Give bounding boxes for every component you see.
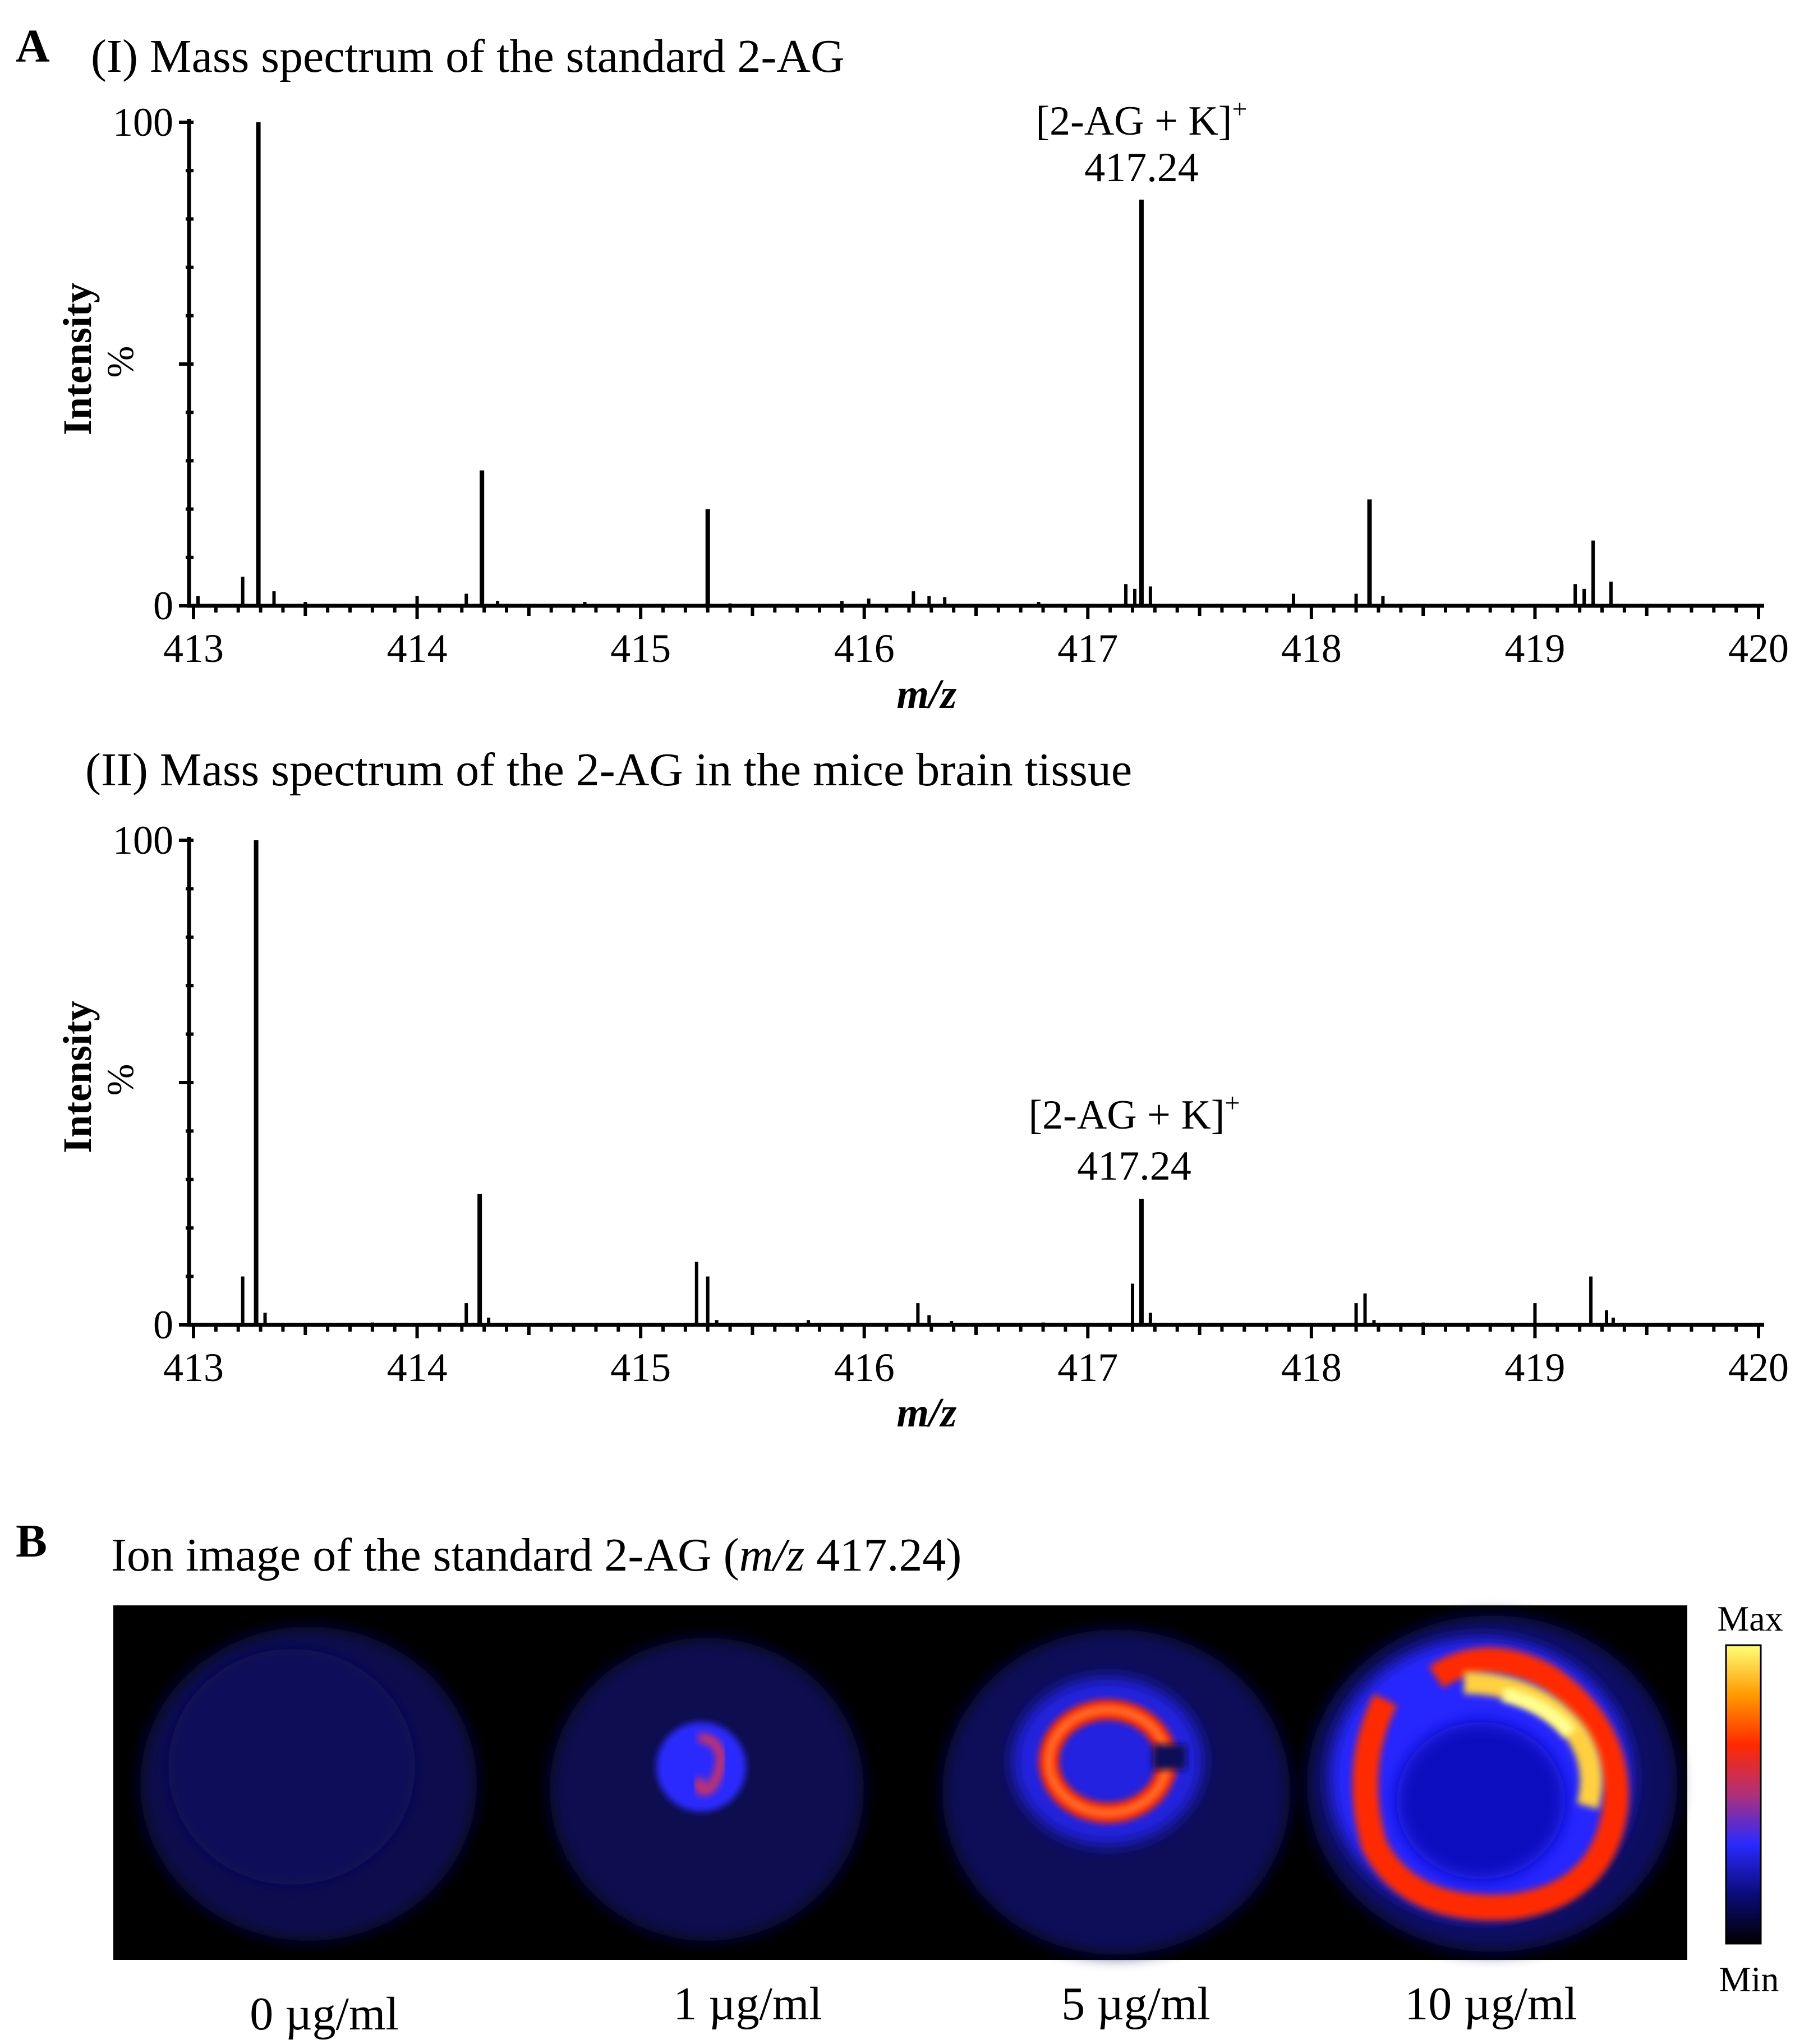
chart-2-xlabel: m/z xyxy=(897,1390,957,1436)
ion-image-5ug xyxy=(942,1629,1290,1955)
chart-2-annotation-value: 417.24 xyxy=(1077,1143,1191,1189)
x-tick-label: 413 xyxy=(163,1345,224,1390)
ion-image-sample-labels: 0 µg/ml 1 µg/ml 5 µg/ml 10 µg/ml xyxy=(250,1978,1577,2040)
chart-2-ylabel-unit: % xyxy=(99,1064,141,1096)
y-tick-label: 100 xyxy=(113,818,173,863)
colorbar-min-label: Min xyxy=(1719,1959,1779,1999)
sample-label-5: 5 µg/ml xyxy=(1061,1978,1210,2030)
sample-label-0: 0 µg/ml xyxy=(250,1988,398,2040)
x-tick-label: 413 xyxy=(163,626,224,671)
chart-1-annotation-label: [2-AG + K]+ xyxy=(1035,94,1247,144)
chart-1-ylabel: Intensity xyxy=(55,283,100,435)
chart-2-y-ticks: 0 100 xyxy=(113,818,194,1347)
x-tick-label: 417 xyxy=(1057,626,1118,671)
chart-1-xlabel: m/z xyxy=(897,671,957,717)
x-tick-label: 420 xyxy=(1728,1345,1789,1390)
ion-image-10ug xyxy=(1307,1615,1677,1952)
chart-2-annotation-label: [2-AG + K]+ xyxy=(1028,1088,1240,1138)
x-tick-label: 419 xyxy=(1504,626,1565,671)
chart-1-ylabel-unit: % xyxy=(99,346,141,378)
y-tick-label: 0 xyxy=(153,1302,173,1347)
y-tick-label: 100 xyxy=(113,100,173,145)
colorbar-scale xyxy=(1725,1644,1762,1945)
panel-label-a: A xyxy=(16,20,50,72)
x-tick-label: 416 xyxy=(834,1345,895,1390)
x-tick-label: 415 xyxy=(610,626,671,671)
x-tick-label: 417 xyxy=(1057,1345,1118,1390)
x-tick-label: 418 xyxy=(1281,626,1342,671)
chart-1-peaks xyxy=(196,122,1613,606)
y-tick-label: 0 xyxy=(153,583,173,628)
colorbar: Max Min xyxy=(1717,1599,1783,1999)
chart-2-x-ticks: 413 414 415 416 417 418 419 420 xyxy=(163,1325,1789,1390)
chart-1-annotation-value: 417.24 xyxy=(1084,145,1199,191)
x-tick-label: 415 xyxy=(610,1345,671,1390)
x-tick-label: 416 xyxy=(834,626,895,671)
x-tick-label: 414 xyxy=(387,1345,448,1390)
chart-2-ylabel: Intensity xyxy=(55,1001,100,1153)
chart-1-y-ticks: 0 100 xyxy=(113,100,194,628)
x-tick-label: 420 xyxy=(1728,626,1789,671)
chart-2-peaks xyxy=(241,840,1615,1325)
ion-image-panel: 0 µg/ml 1 µg/ml 5 µg/ml 10 µg/ml Max Min xyxy=(113,1599,1783,2040)
x-tick-label: 414 xyxy=(387,626,448,671)
chart-2-title: (II) Mass spectrum of the 2-AG in the mi… xyxy=(85,744,1132,796)
ion-image-0ug xyxy=(140,1627,477,1941)
sample-label-1: 1 µg/ml xyxy=(673,1978,822,2030)
x-tick-label: 418 xyxy=(1281,1345,1342,1390)
colorbar-max-label: Max xyxy=(1717,1599,1783,1638)
chart-1-title: (I) Mass spectrum of the standard 2-AG xyxy=(91,30,845,82)
chart-1-x-ticks: 413 414 415 416 417 418 419 420 xyxy=(163,606,1789,671)
panel-label-b: B xyxy=(16,1515,47,1567)
x-tick-label: 419 xyxy=(1504,1345,1565,1390)
sample-label-10: 10 µg/ml xyxy=(1405,1978,1577,2030)
ion-image-1ug xyxy=(550,1638,864,1941)
chart-3-title: Ion image of the standard 2-AG (m/z 417.… xyxy=(111,1529,961,1581)
